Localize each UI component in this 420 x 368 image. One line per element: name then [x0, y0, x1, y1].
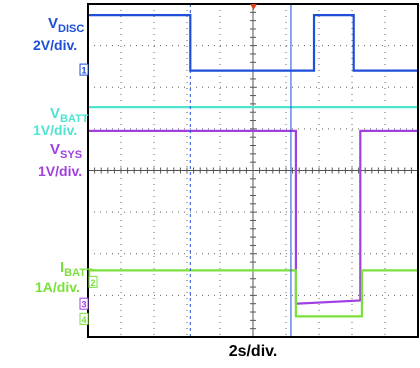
vbatt-label-sub: BATT — [60, 113, 89, 125]
ch4-marker-text: 4 — [82, 315, 87, 325]
vsys-label-sub: SYS — [60, 149, 82, 161]
vdisc-label: VDISC — [48, 15, 84, 35]
vbatt-label: VBATT — [50, 105, 89, 125]
vsys-label: VSYS — [50, 141, 82, 161]
channel-markers: 1 2 3 4 — [79, 63, 98, 325]
ch3-marker: 3 — [79, 297, 89, 310]
series-v-sys-trace — [88, 129, 418, 305]
ch2-marker-box — [88, 275, 98, 288]
ch4-marker-box — [79, 312, 89, 325]
ch4-marker: 4 — [79, 312, 89, 325]
ch2-marker: 2 — [88, 275, 98, 288]
ch1-marker-text: 1 — [82, 66, 87, 76]
ibatt-label: IBATT — [60, 259, 93, 279]
vbatt-label-main: V — [50, 105, 60, 122]
vdisc-scale: 2V/div. — [33, 37, 77, 53]
vsys-scale: 1V/div. — [38, 163, 82, 179]
ibatt-scale: 1A/div. — [35, 279, 80, 295]
ch3-marker-box — [79, 297, 89, 310]
vsys-label-main: V — [50, 141, 60, 158]
trigger-marker — [250, 4, 257, 10]
ch1-marker: 1 — [79, 63, 89, 76]
ch1-marker-box — [79, 63, 89, 76]
vdisc-label-sub: DISC — [58, 23, 84, 35]
grid — [87, 3, 419, 338]
ch3-marker-text: 3 — [82, 300, 87, 310]
vdisc-label-main: V — [48, 15, 58, 32]
traces — [88, 4, 418, 337]
vbatt-scale: 1V/div. — [33, 122, 77, 138]
ibatt-label-main: I — [60, 259, 64, 276]
ibatt-label-sub: BATT — [64, 267, 93, 279]
x-axis-label: 2s/div. — [228, 343, 278, 360]
ch2-marker-text: 2 — [91, 278, 96, 288]
series-i-batt-trace — [88, 269, 418, 318]
